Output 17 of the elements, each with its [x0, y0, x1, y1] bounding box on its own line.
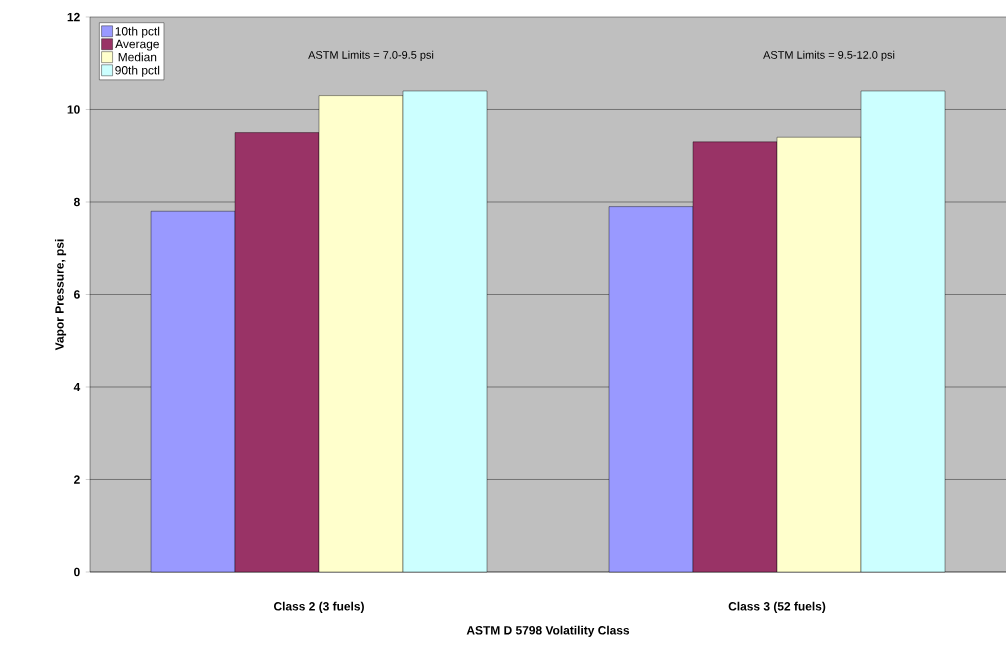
x-tick-label: Class 2 (3 fuels) — [273, 601, 364, 613]
y-tick-label: 8 — [73, 197, 80, 207]
x-tick-label: Class 3 (52 fuels) — [728, 601, 826, 613]
x-axis-title: ASTM D 5798 Volatility Class — [466, 625, 630, 637]
y-tick-label: 6 — [74, 290, 80, 299]
y-tick-label: 4 — [73, 382, 81, 392]
legend-label: 10th pctl — [115, 26, 160, 38]
y-tick-label: 0 — [74, 567, 80, 577]
legend-label: Median — [118, 52, 157, 62]
legend-label: Average — [115, 39, 159, 51]
annotation: ASTM Limits = 7.0-9.5 psi — [308, 50, 434, 61]
y-tick-label: 10 — [67, 105, 80, 114]
annotation: ASTM Limits = 9.5-12.0 psi — [763, 50, 895, 61]
y-tick-label: 2 — [74, 475, 80, 484]
y-axis-title: Vapor Pressure, psi — [54, 239, 67, 351]
legend-label: 90th pctl — [115, 65, 160, 77]
y-tick-label: 12 — [67, 12, 80, 22]
